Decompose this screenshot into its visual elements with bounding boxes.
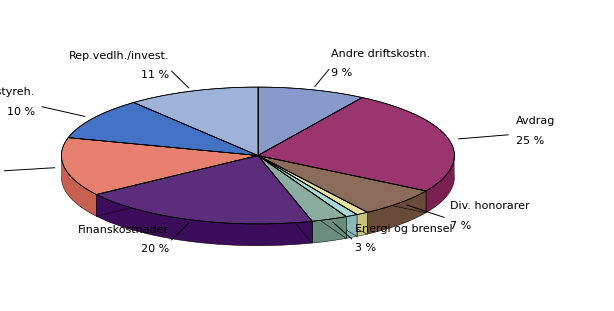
Polygon shape [258,156,426,213]
Polygon shape [68,103,258,156]
Text: Energi og brensel: Energi og brensel [355,224,453,234]
Text: Andre driftskostn.: Andre driftskostn. [331,49,430,59]
Polygon shape [258,156,346,238]
Polygon shape [258,98,454,191]
Polygon shape [96,156,258,216]
Text: Pers.kost./styreh.: Pers.kost./styreh. [0,87,36,97]
Polygon shape [61,152,96,216]
Text: 9 %: 9 % [331,68,352,78]
Polygon shape [312,216,346,243]
Polygon shape [96,194,312,246]
Polygon shape [96,156,312,224]
Polygon shape [357,212,367,236]
Text: Avdrag: Avdrag [516,116,555,126]
Text: 25 %: 25 % [516,136,544,146]
Text: 10 %: 10 % [7,107,36,117]
Polygon shape [258,156,367,234]
Polygon shape [258,156,367,234]
Polygon shape [258,156,312,243]
Polygon shape [367,191,426,234]
Polygon shape [258,156,346,221]
Text: 7 %: 7 % [450,221,471,231]
Polygon shape [258,87,362,156]
Polygon shape [258,156,367,215]
Polygon shape [61,138,258,194]
Polygon shape [61,177,454,246]
Text: 11 %: 11 % [141,70,169,80]
Polygon shape [258,156,346,238]
Polygon shape [258,156,426,213]
Polygon shape [258,156,357,236]
Polygon shape [258,156,357,216]
Polygon shape [426,152,454,213]
Text: Finanskostnader: Finanskostnader [77,225,169,235]
Text: Div. honorarer: Div. honorarer [450,202,529,211]
Polygon shape [96,156,258,216]
Polygon shape [346,215,357,238]
Text: 3 %: 3 % [355,243,376,253]
Polygon shape [134,87,258,156]
Polygon shape [258,156,426,212]
Polygon shape [258,156,312,243]
Polygon shape [258,156,357,236]
Text: Rep.vedlh./invest.: Rep.vedlh./invest. [68,51,169,61]
Text: 20 %: 20 % [141,244,169,254]
